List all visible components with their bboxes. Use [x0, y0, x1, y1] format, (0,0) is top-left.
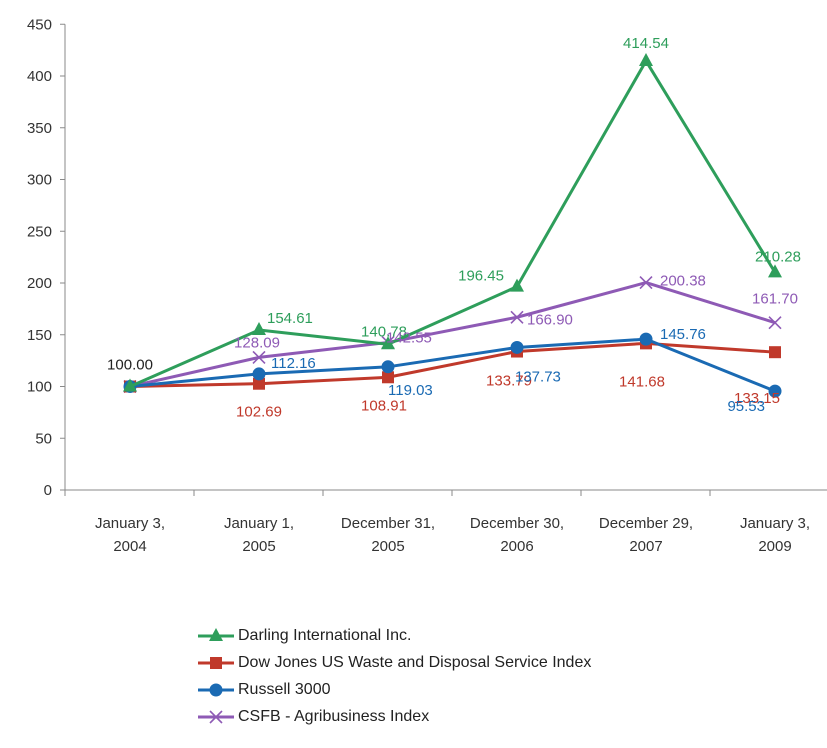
- x-tick-label-line: January 1,: [224, 515, 294, 532]
- legend-label-dow-jones: Dow Jones US Waste and Disposal Service …: [238, 653, 592, 671]
- point-csfb: [768, 316, 782, 330]
- data-label-csfb: 161.70: [752, 291, 798, 308]
- point-darling: [639, 52, 653, 66]
- point-darling: [252, 321, 266, 335]
- x-tick-label-line: January 3,: [95, 515, 165, 532]
- legend-label-csfb: CSFB - Agribusiness Index: [238, 707, 430, 725]
- legend-marker: [209, 709, 223, 724]
- series-line-darling: [129, 59, 777, 388]
- point-russell: [252, 367, 266, 381]
- x-tick-label-line: 2005: [371, 538, 404, 555]
- legend-marker: [209, 683, 223, 696]
- point-dow-jones: [382, 371, 394, 384]
- point-russell: [381, 360, 395, 374]
- data-label-russell: 119.03: [388, 382, 433, 399]
- x-tick-label: January 1, 2005: [224, 515, 294, 555]
- data-label-dow-jones: 133.15: [734, 390, 780, 407]
- marker-stroke: [209, 709, 223, 724]
- x-tick-label: January 3, 2004: [95, 515, 165, 555]
- legend-swatch-russell: [198, 683, 234, 696]
- x-tick-label-line: December 29,: [599, 515, 693, 532]
- x-tick-label-line: 2006: [500, 538, 533, 555]
- series-line-russell: [129, 337, 776, 393]
- point-russell: [768, 384, 782, 398]
- marker-stroke: [639, 276, 653, 290]
- y-tick-label: 50: [35, 430, 52, 447]
- x-tick-label-line: 2005: [242, 538, 275, 555]
- legend-marker: [209, 627, 223, 641]
- y-tick-label: 250: [27, 223, 52, 240]
- legend-swatch-darling: [198, 627, 234, 641]
- legend-swatch-csfb: [198, 709, 234, 724]
- point-darling: [123, 378, 137, 392]
- data-label-csfb: 200.38: [660, 273, 706, 290]
- point-csfb: [639, 276, 653, 290]
- point-russell: [639, 332, 653, 346]
- x-tick-label-line: January 3,: [740, 515, 810, 532]
- y-tick-label: 350: [27, 120, 52, 137]
- data-label-russell: 95.53: [727, 398, 765, 415]
- point-russell: [510, 340, 524, 354]
- data-label-dow-jones: 141.68: [619, 373, 665, 390]
- y-tick-label: 200: [27, 275, 52, 292]
- marker-stroke: [510, 310, 524, 324]
- legend-item-darling: Darling International Inc.: [196, 622, 591, 649]
- y-tick-label: 150: [27, 327, 52, 344]
- data-label-darling: 196.45: [458, 268, 504, 285]
- data-label-russell: 137.73: [515, 368, 561, 385]
- y-tick-label: 450: [27, 16, 52, 33]
- data-label-darling: 414.54: [623, 35, 669, 52]
- data-label-csfb: 166.90: [527, 311, 573, 328]
- legend-item-csfb: CSFB - Agribusiness Index: [196, 703, 591, 730]
- data-label-darling: 140.78: [361, 323, 407, 340]
- chart-lines: [123, 52, 782, 398]
- point-darling: [510, 278, 524, 292]
- series-line-dow-jones: [129, 341, 776, 388]
- marker-stroke: [768, 316, 782, 330]
- data-label-darling: 100.00: [107, 357, 153, 374]
- legend-item-russell: Russell 3000: [196, 676, 591, 703]
- legend-item-dow-jones: Dow Jones US Waste and Disposal Service …: [196, 649, 591, 676]
- data-label-csfb: 142.55: [386, 329, 432, 346]
- point-darling: [381, 336, 395, 350]
- legend-marker: [210, 656, 222, 669]
- y-tick-label: 400: [27, 68, 52, 85]
- point-csfb: [510, 310, 524, 324]
- chart-data-labels: 100.00 154.61 140.78 196.45 414.54 210.28 102.…: [107, 35, 801, 421]
- series-line-csfb: [129, 281, 776, 388]
- point-darling: [768, 264, 782, 278]
- x-tick-label-line: December 30,: [470, 515, 564, 532]
- x-tick-label: December 31, 2005: [341, 515, 435, 555]
- marker-stroke: [252, 350, 266, 364]
- data-label-darling: 154.61: [267, 310, 313, 327]
- data-label-dow-jones: 108.91: [361, 397, 407, 414]
- legend-label-russell: Russell 3000: [238, 680, 331, 698]
- x-tick-label-line: December 31,: [341, 515, 435, 532]
- x-tick-label-line: 2009: [758, 538, 791, 555]
- x-tick-label: December 29, 2007: [599, 515, 693, 555]
- data-label-csfb: 128.09: [234, 334, 280, 351]
- x-tick-label: January 3, 2009: [740, 515, 810, 555]
- y-tick-label: 0: [44, 482, 52, 499]
- chart-legend: Darling International Inc. Dow Jones US …: [196, 622, 591, 730]
- x-tick-label: December 30, 2006: [470, 515, 564, 555]
- data-label-darling: 210.28: [755, 248, 801, 265]
- line-chart: 0 50 100 150 200 250 300 350 400 450 January 3, 200…: [27, 16, 827, 555]
- legend-swatch-dow-jones: [198, 656, 234, 669]
- point-dow-jones: [253, 377, 265, 390]
- legend-label-darling: Darling International Inc.: [238, 626, 412, 644]
- data-label-dow-jones: 102.69: [236, 404, 282, 421]
- x-tick-label-line: 2007: [629, 538, 662, 555]
- y-tick-label: 100: [27, 379, 52, 396]
- data-label-russell: 145.76: [660, 326, 706, 343]
- data-label-dow-jones: 133.79: [486, 373, 532, 390]
- point-dow-jones: [769, 346, 781, 359]
- x-tick-label-line: 2004: [113, 538, 146, 555]
- chart-axes: 0 50 100 150 200 250 300 350 400 450 January 3, 200…: [27, 16, 827, 555]
- data-label-russell: 112.16: [271, 355, 316, 372]
- y-tick-label: 300: [27, 172, 52, 189]
- point-csfb: [252, 350, 266, 364]
